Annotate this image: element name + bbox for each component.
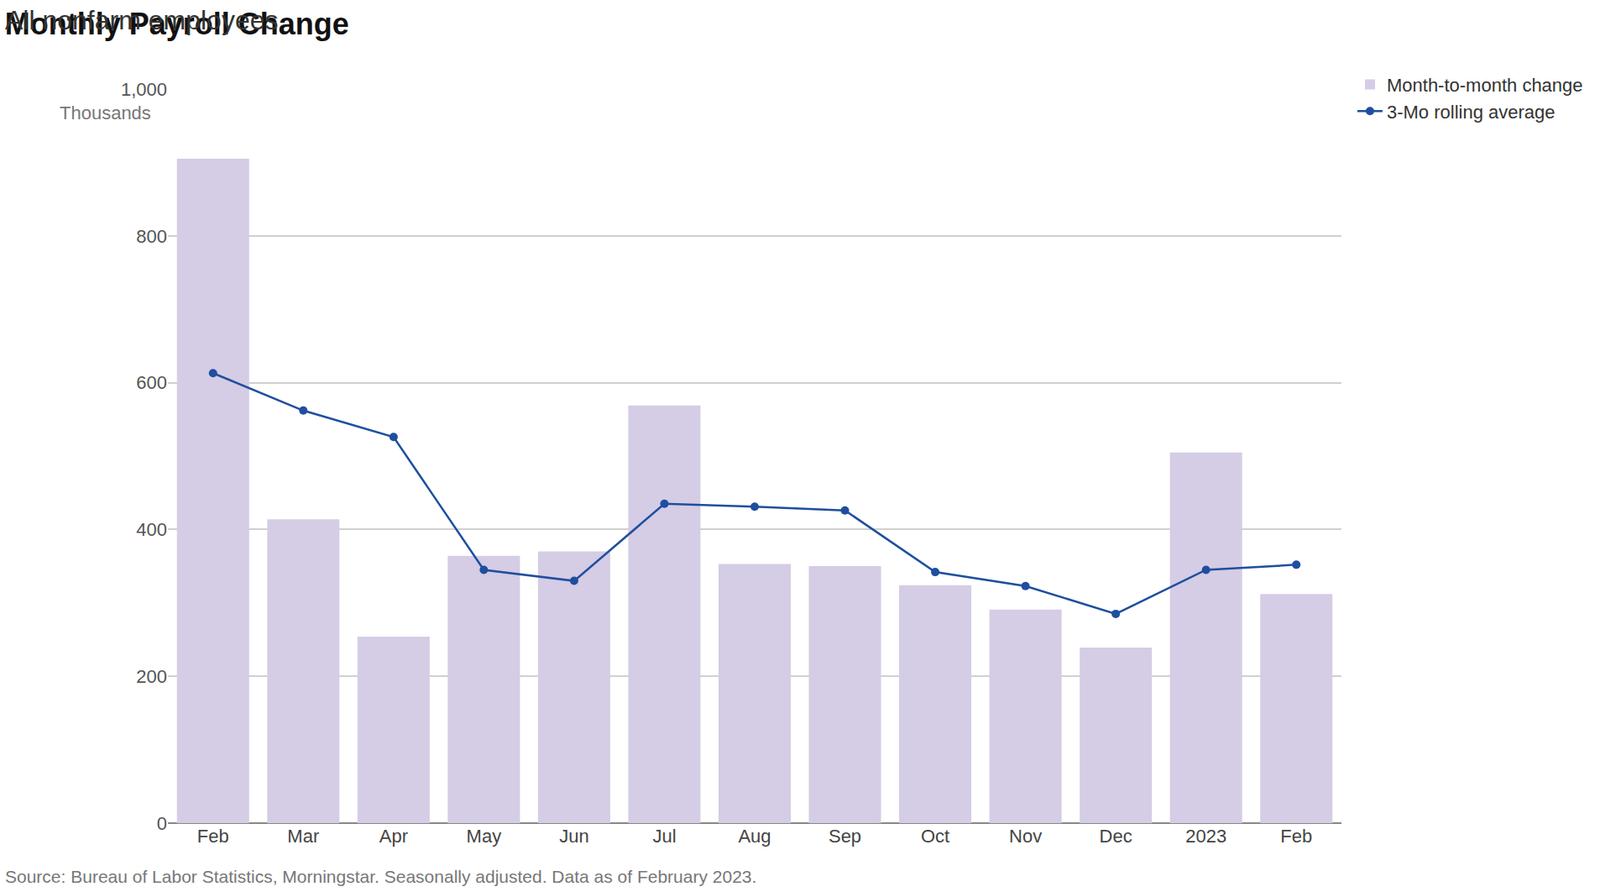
svg-text:400: 400 — [135, 518, 168, 540]
svg-text:2023: 2023 — [1185, 825, 1227, 847]
svg-text:Feb: Feb — [1280, 825, 1313, 847]
svg-text:800: 800 — [135, 225, 168, 247]
svg-text:Month-to-month change: Month-to-month change — [1386, 74, 1584, 96]
svg-text:Jun: Jun — [559, 825, 589, 847]
svg-text:Sep: Sep — [828, 825, 862, 847]
svg-text:0: 0 — [156, 812, 168, 834]
svg-text:All nonfarm employees: All nonfarm employees — [5, 5, 278, 36]
svg-text:Apr: Apr — [379, 825, 408, 847]
svg-text:600: 600 — [135, 371, 168, 393]
svg-text:May: May — [466, 825, 502, 847]
svg-text:Oct: Oct — [920, 825, 950, 847]
svg-text:200: 200 — [135, 665, 168, 687]
svg-text:Feb: Feb — [197, 825, 230, 847]
svg-text:Nov: Nov — [1009, 825, 1042, 847]
svg-text:Monthly Payroll Change: Monthly Payroll Change — [5, 6, 350, 42]
svg-text:Thousands: Thousands — [59, 102, 152, 124]
svg-text:Aug: Aug — [737, 825, 771, 847]
svg-text:1,000: 1,000 — [120, 78, 168, 100]
svg-text:Jul: Jul — [652, 825, 676, 847]
svg-text:3-Mo rolling average: 3-Mo rolling average — [1386, 101, 1556, 123]
svg-text:Source: Bureau of Labor Statis: Source: Bureau of Labor Statistics, Morn… — [5, 866, 757, 886]
svg-text:Dec: Dec — [1099, 825, 1133, 847]
svg-text:Mar: Mar — [287, 825, 319, 847]
